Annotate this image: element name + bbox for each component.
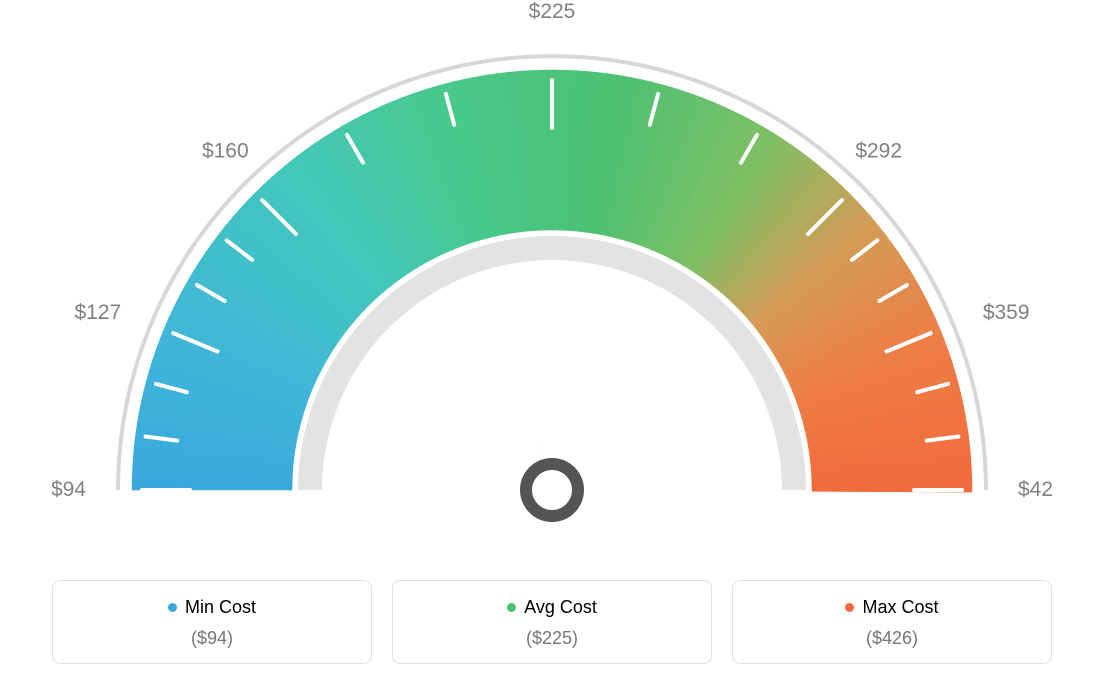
- legend-min-title: Min Cost: [168, 597, 256, 618]
- legend-max-dot: [845, 603, 854, 612]
- legend-min-dot: [168, 603, 177, 612]
- svg-text:$94: $94: [52, 478, 86, 501]
- legend-row: Min Cost ($94) Avg Cost ($225) Max Cost …: [52, 580, 1052, 664]
- legend-max-title: Max Cost: [845, 597, 938, 618]
- legend-avg-card: Avg Cost ($225): [392, 580, 712, 664]
- legend-max-card: Max Cost ($426): [732, 580, 1052, 664]
- legend-min-card: Min Cost ($94): [52, 580, 372, 664]
- legend-max-value: ($426): [743, 628, 1041, 649]
- legend-avg-value: ($225): [403, 628, 701, 649]
- svg-text:$225: $225: [529, 0, 576, 23]
- svg-text:$359: $359: [983, 301, 1030, 324]
- legend-max-label: Max Cost: [862, 597, 938, 618]
- legend-avg-dot: [507, 603, 516, 612]
- legend-avg-label: Avg Cost: [524, 597, 597, 618]
- legend-min-label: Min Cost: [185, 597, 256, 618]
- svg-text:$160: $160: [202, 139, 249, 162]
- gauge-svg: $94 $127 $160 $225 $292 $359 $426: [52, 0, 1052, 560]
- legend-min-value: ($94): [63, 628, 361, 649]
- legend-avg-title: Avg Cost: [507, 597, 597, 618]
- svg-text:$292: $292: [855, 139, 902, 162]
- cost-gauge-chart: $94 $127 $160 $225 $292 $359 $426 Min Cost ($9…: [0, 0, 1104, 690]
- svg-text:$127: $127: [74, 301, 121, 324]
- gauge-area: $94 $127 $160 $225 $292 $359 $426: [52, 0, 1052, 560]
- svg-text:$426: $426: [1018, 478, 1052, 501]
